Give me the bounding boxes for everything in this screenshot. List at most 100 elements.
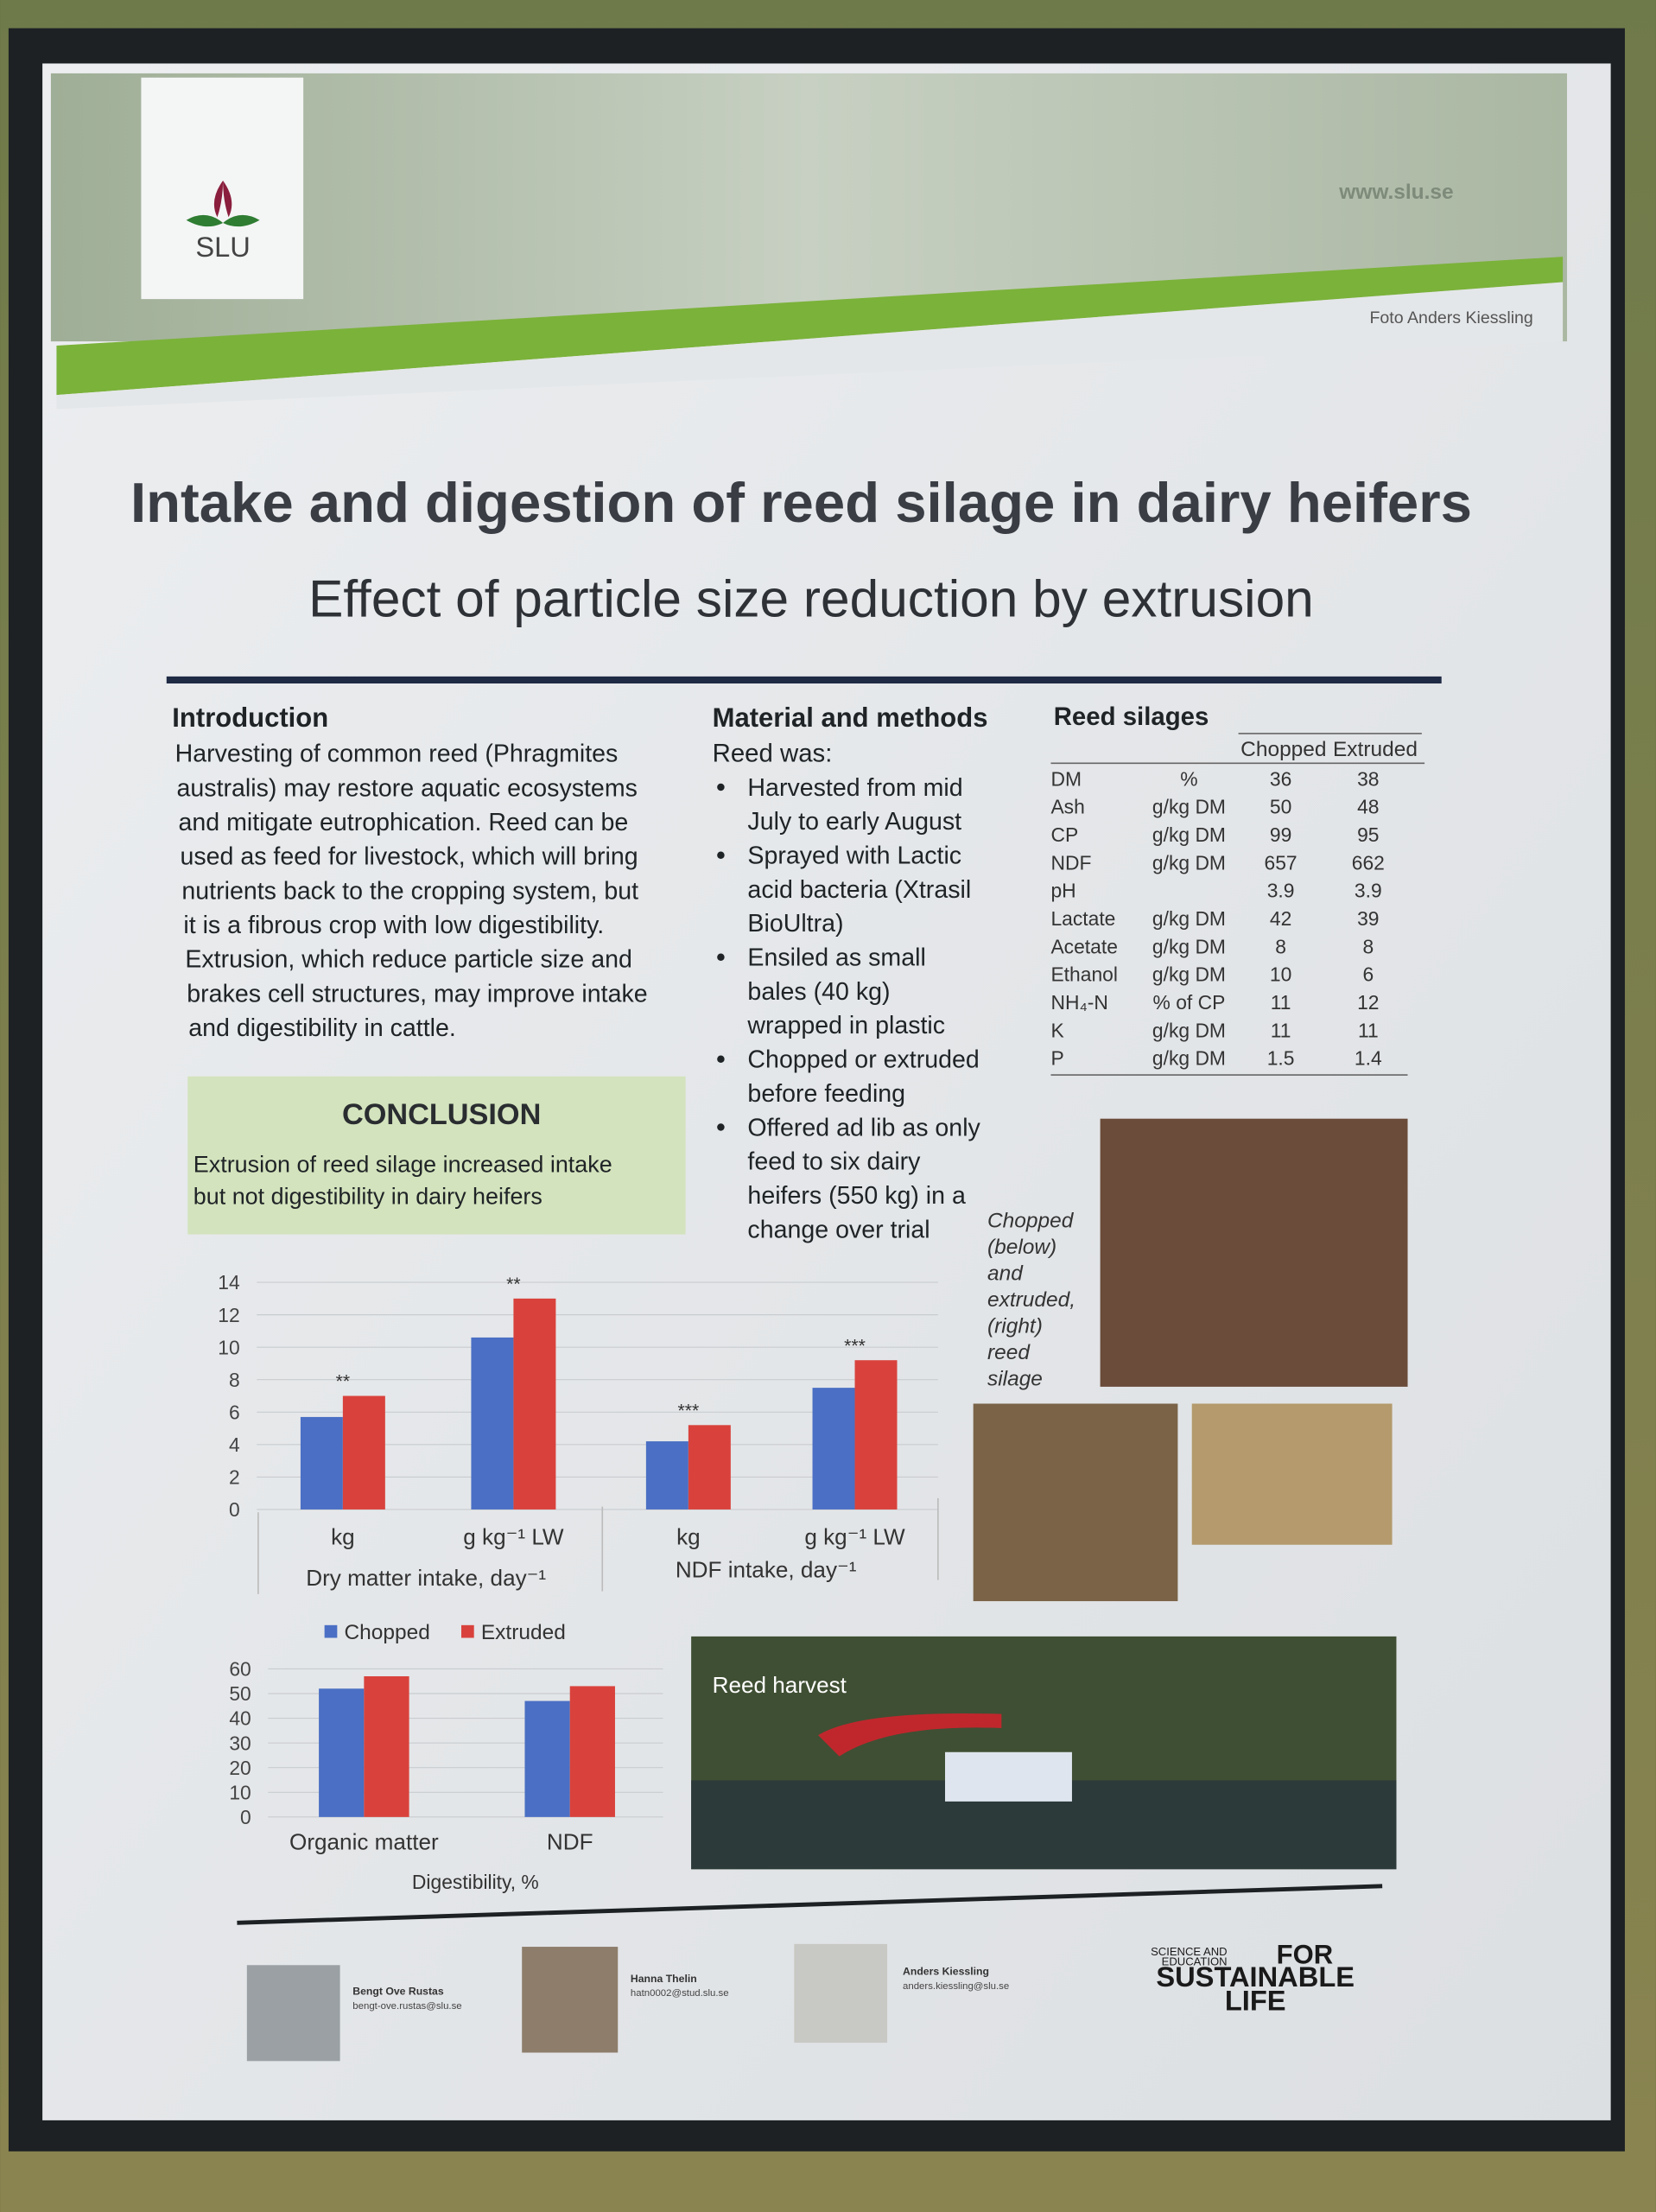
slogan: EDUCATION bbox=[1162, 1955, 1228, 1967]
y-tick-label: 0 bbox=[240, 1806, 251, 1828]
table-cell: Ash bbox=[1050, 796, 1084, 818]
photo-caption: (right) bbox=[987, 1315, 1043, 1338]
methods-line: Offered ad lib as only bbox=[747, 1114, 980, 1141]
methods-line: bales (40 kg) bbox=[747, 978, 890, 1006]
bar bbox=[342, 1395, 385, 1510]
logo-leaf bbox=[186, 214, 260, 227]
slogan: SCIENCE AND bbox=[1151, 1945, 1227, 1958]
table-cell: 3.9 bbox=[1267, 880, 1295, 902]
y-tick-label: 10 bbox=[218, 1336, 239, 1358]
bullet bbox=[717, 1055, 725, 1064]
author-photo bbox=[794, 1943, 888, 2044]
table-cell: 10 bbox=[1270, 963, 1291, 986]
methods-line: BioUltra) bbox=[747, 910, 843, 938]
intro-line: and digestibility in cattle. bbox=[188, 1014, 456, 1042]
table-cell: 12 bbox=[1357, 991, 1379, 1014]
intro-line: and mitigate eutrophication. Reed can be bbox=[178, 809, 628, 836]
conclusion-line: but not digestibility in dairy heifers bbox=[194, 1183, 542, 1209]
table-cell: Ethanol bbox=[1050, 963, 1117, 986]
author-email: anders.kiessling@slu.se bbox=[903, 1981, 1009, 1992]
bullet bbox=[717, 1123, 725, 1131]
x-tick-label: kg bbox=[331, 1524, 355, 1550]
table-cell: 36 bbox=[1270, 767, 1291, 790]
methods-line: Chopped or extruded bbox=[747, 1046, 979, 1074]
table-cell: Lactate bbox=[1050, 907, 1115, 930]
bullet bbox=[717, 953, 725, 961]
table-cell: 11 bbox=[1271, 991, 1291, 1014]
bar bbox=[688, 1425, 731, 1510]
photo-caption: reed bbox=[987, 1341, 1031, 1364]
y-tick-label: 8 bbox=[229, 1369, 240, 1391]
legend-swatch bbox=[461, 1624, 474, 1638]
y-tick-label: 2 bbox=[229, 1466, 240, 1489]
slogan: SUSTAINABLE bbox=[1156, 1961, 1355, 1993]
x-axis-title: Digestibility, % bbox=[412, 1871, 539, 1893]
table-cell: 6 bbox=[1362, 963, 1374, 986]
y-tick-label: 6 bbox=[229, 1401, 240, 1423]
table-cell: 1.5 bbox=[1267, 1047, 1295, 1070]
bar bbox=[471, 1337, 514, 1510]
intro-line: used as feed for livestock, which will b… bbox=[180, 843, 638, 871]
bar bbox=[524, 1700, 570, 1817]
subtitle: Effect of particle size reduction by ext… bbox=[308, 569, 1314, 627]
y-tick-label: 40 bbox=[229, 1707, 251, 1730]
significance: *** bbox=[677, 1402, 699, 1421]
y-tick-label: 0 bbox=[229, 1498, 240, 1521]
table-cell: 8 bbox=[1275, 935, 1286, 957]
author-email: bengt-ove.rustas@slu.se bbox=[352, 2001, 461, 2012]
logo-leaf bbox=[213, 180, 232, 218]
author-photo bbox=[246, 1965, 340, 2062]
bar bbox=[300, 1416, 343, 1510]
y-tick-label: 60 bbox=[229, 1658, 251, 1681]
author-photo bbox=[522, 1947, 619, 2053]
section-heading: Introduction bbox=[172, 702, 328, 733]
photo-caption: extruded, bbox=[987, 1288, 1075, 1312]
logo-text: SLU bbox=[195, 231, 251, 263]
y-tick-label: 20 bbox=[229, 1757, 251, 1779]
methods-line: acid bacteria (Xtrasil bbox=[747, 876, 971, 904]
conclusion-line: Extrusion of reed silage increased intak… bbox=[194, 1152, 612, 1178]
table-cell: 50 bbox=[1270, 796, 1291, 818]
table-cell: 8 bbox=[1362, 935, 1374, 957]
methods-line: heifers (550 kg) in a bbox=[747, 1182, 966, 1210]
photo-extruded bbox=[1191, 1403, 1393, 1545]
legend-swatch bbox=[324, 1624, 338, 1638]
group-label: NDF intake, day⁻¹ bbox=[676, 1556, 857, 1582]
table-cell: CP bbox=[1050, 823, 1078, 846]
author-email: hatn0002@stud.slu.se bbox=[631, 1988, 729, 1999]
x-tick-label: kg bbox=[676, 1524, 701, 1550]
photo-caption: (below) bbox=[987, 1236, 1056, 1259]
table-cell: g/kg DM bbox=[1152, 963, 1226, 986]
table-cell: 48 bbox=[1357, 796, 1379, 818]
photo-extruded-cow bbox=[1100, 1118, 1408, 1387]
table-cell: 657 bbox=[1265, 851, 1298, 874]
table-cell: g/kg DM bbox=[1152, 823, 1226, 846]
intro-line: brakes cell structures, may improve inta… bbox=[187, 980, 647, 1007]
author-name: Hanna Thelin bbox=[631, 1973, 697, 1985]
table-cell: pH bbox=[1050, 880, 1075, 902]
methods-line: July to early August bbox=[747, 808, 961, 836]
slogan: FOR bbox=[1277, 1940, 1333, 1970]
intro-line: Extrusion, which reduce particle size an… bbox=[185, 946, 632, 974]
bar bbox=[364, 1676, 409, 1817]
photo-caption: silage bbox=[987, 1368, 1043, 1391]
header-edge bbox=[56, 282, 1564, 410]
y-tick-label: 12 bbox=[218, 1304, 239, 1326]
significance: *** bbox=[844, 1336, 866, 1356]
photo-label: Reed harvest bbox=[713, 1672, 847, 1698]
group-label: Dry matter intake, day⁻¹ bbox=[306, 1565, 546, 1591]
x-tick-label: NDF bbox=[547, 1828, 593, 1854]
title: Intake and digestion of reed silage in d… bbox=[130, 471, 1472, 534]
methods-lead: Reed was: bbox=[713, 740, 833, 768]
table-cell: g/kg DM bbox=[1152, 796, 1226, 818]
x-tick-label: g kg⁻¹ LW bbox=[804, 1524, 905, 1550]
bullet bbox=[717, 783, 725, 791]
photo-credit: Foto Anders Kiessling bbox=[1369, 308, 1532, 327]
table-header: Extruded bbox=[1333, 738, 1418, 761]
methods-line: change over trial bbox=[747, 1216, 930, 1243]
table-cell: g/kg DM bbox=[1152, 935, 1226, 957]
harvester-load bbox=[945, 1751, 1072, 1802]
significance: ** bbox=[506, 1274, 521, 1294]
